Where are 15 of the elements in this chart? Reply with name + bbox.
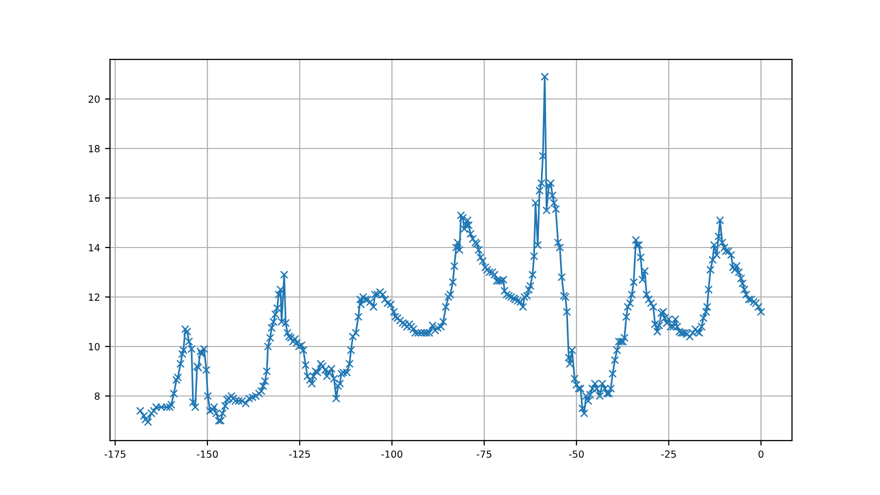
x-tick-label: -75 bbox=[476, 450, 492, 458]
y-tick-label: 20 bbox=[88, 95, 100, 103]
y-tick-label: 10 bbox=[88, 342, 100, 350]
x-tick-label: -50 bbox=[569, 450, 584, 458]
x-tick-label: -125 bbox=[289, 450, 310, 458]
x-tick-label: -25 bbox=[661, 450, 676, 458]
y-tick-label: 12 bbox=[88, 293, 100, 301]
x-tick-label: -150 bbox=[196, 450, 218, 458]
y-tick-label: 8 bbox=[94, 392, 100, 400]
x-tick-label: -100 bbox=[381, 450, 402, 458]
y-tick-label: 16 bbox=[88, 194, 100, 202]
x-tick-label: -175 bbox=[104, 450, 126, 458]
y-tick-label: 18 bbox=[88, 144, 100, 152]
y-tick-label: 14 bbox=[88, 244, 100, 252]
x-tick-label: 0 bbox=[758, 450, 764, 458]
